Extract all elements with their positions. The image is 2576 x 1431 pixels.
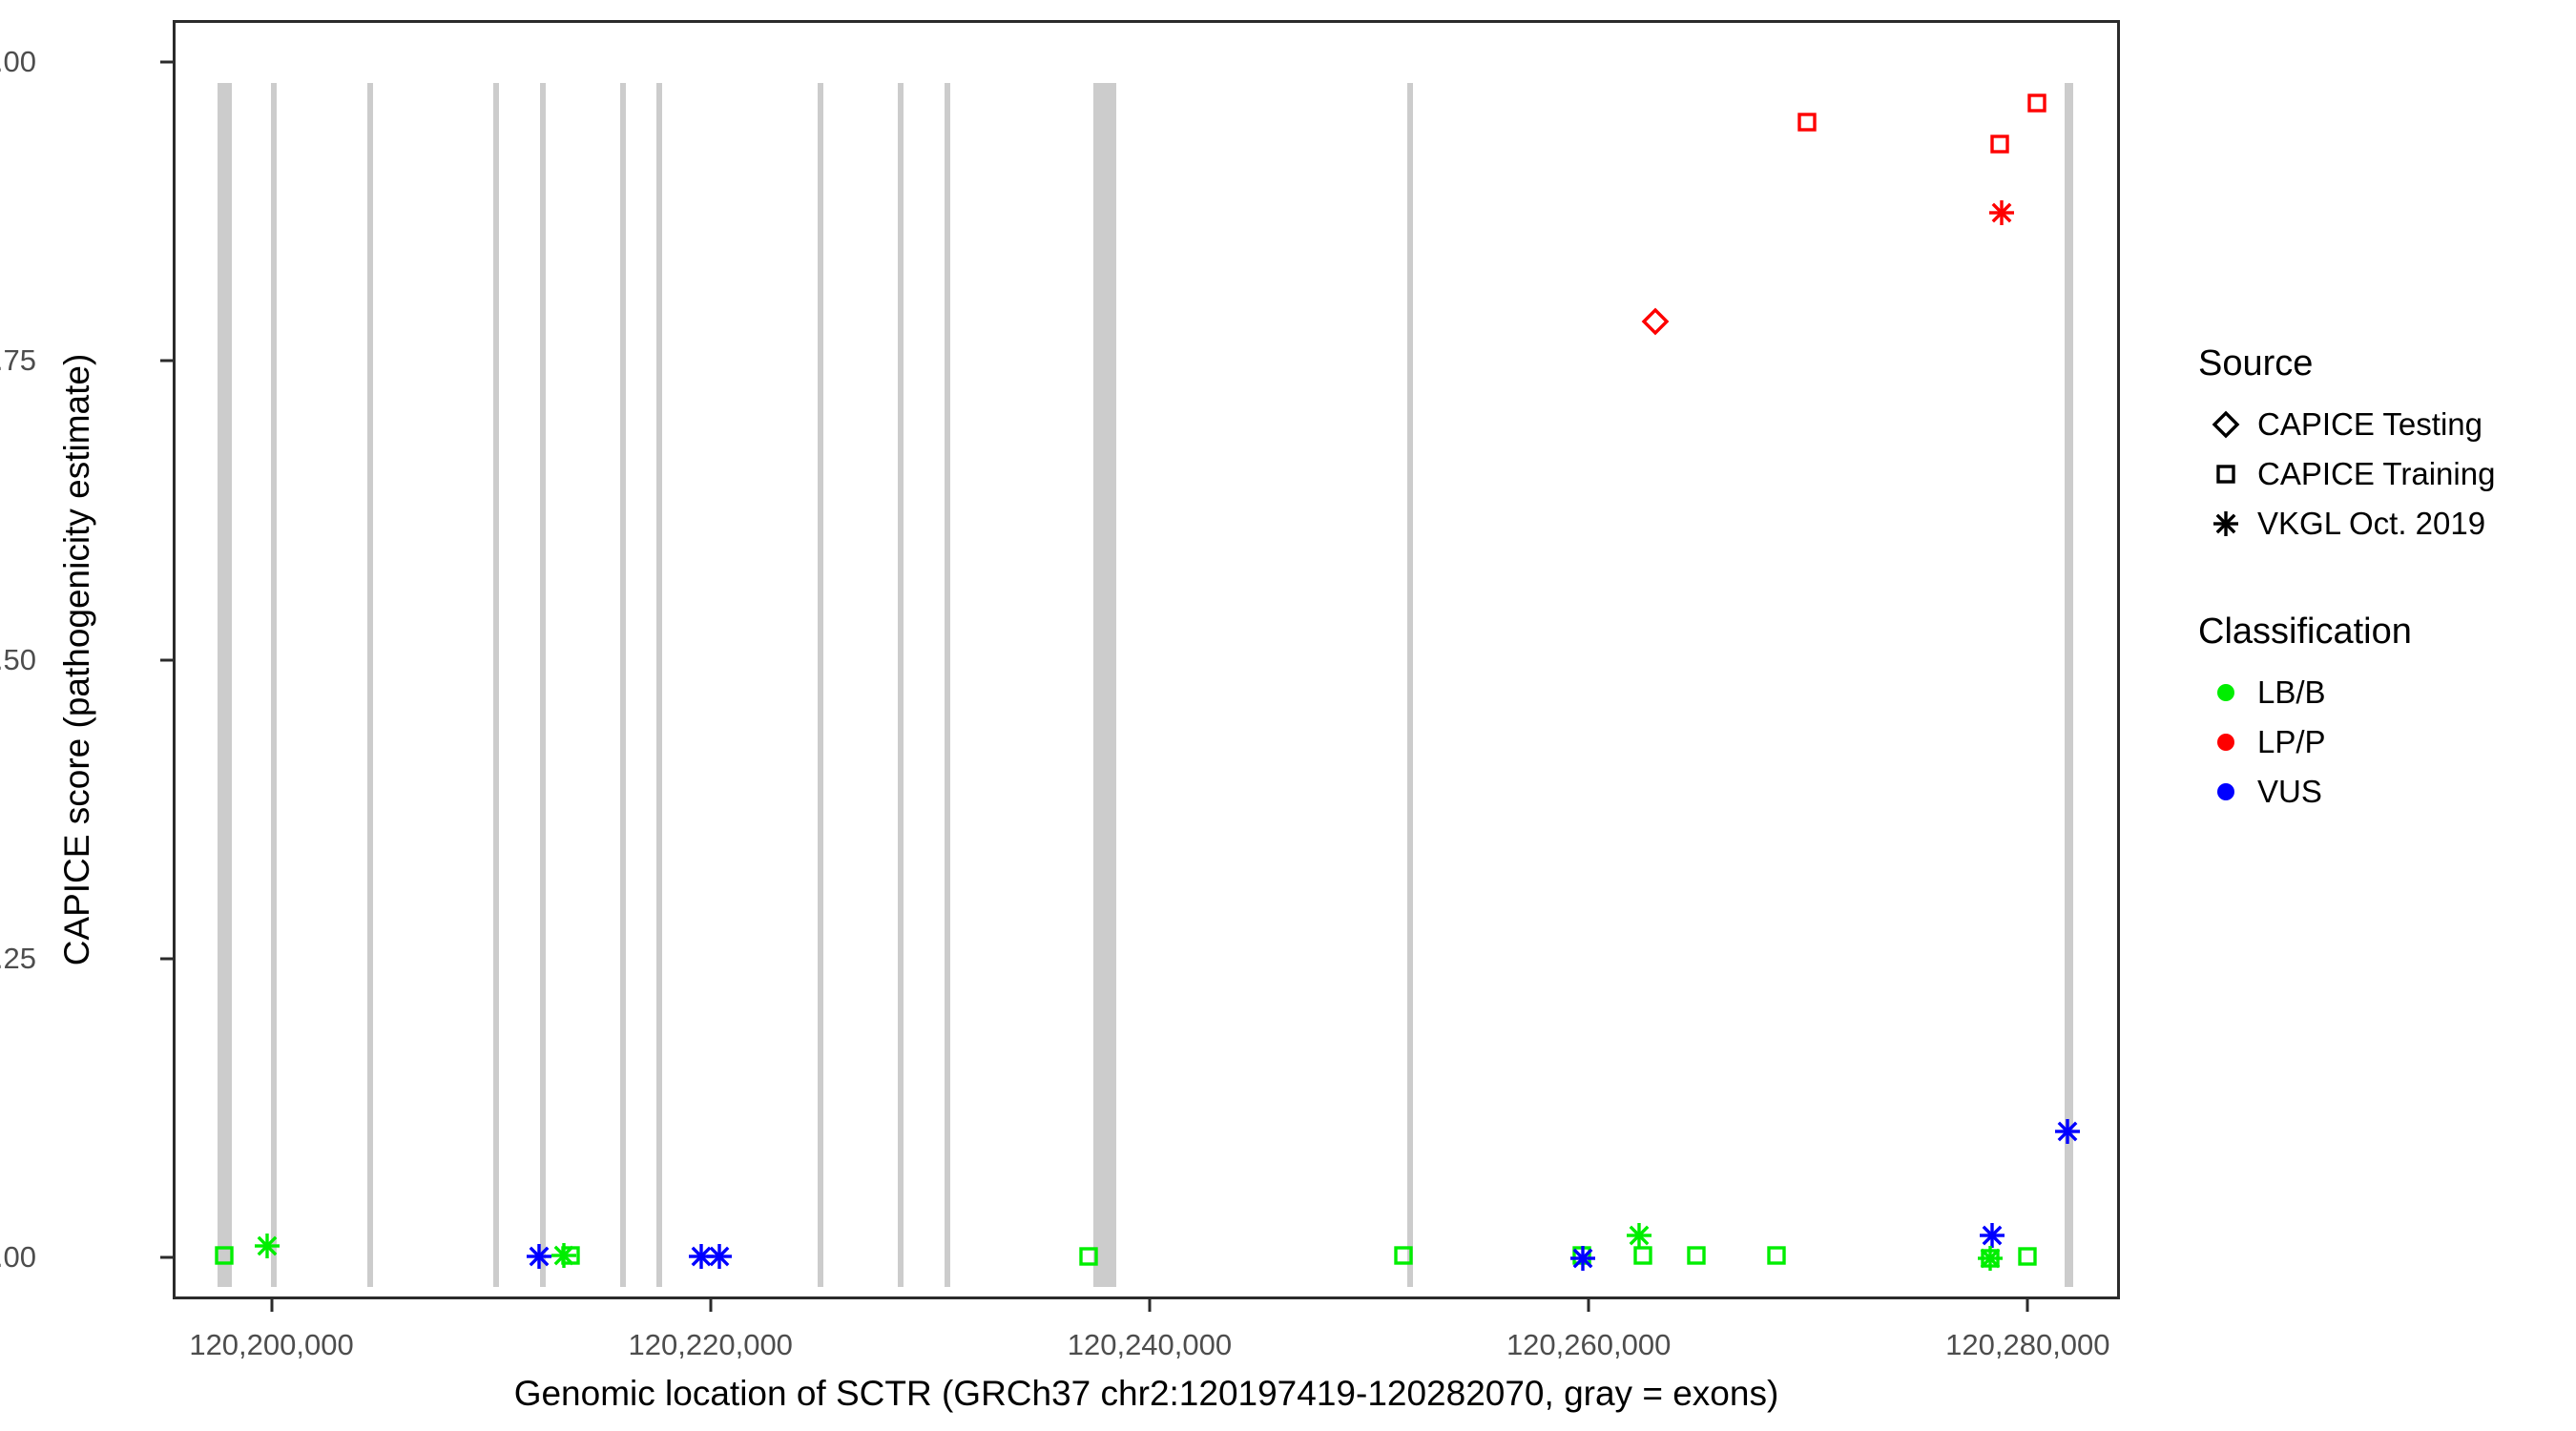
x-axis-title: Genomic location of SCTR (GRCh37 chr2:12…: [513, 1374, 1779, 1413]
y-tick-mark: [160, 359, 173, 363]
x-tick-mark: [1587, 1299, 1590, 1312]
data-point-square: [2023, 89, 2051, 117]
legend-item-vkgl-oct-2019[interactable]: VKGL Oct. 2019: [2194, 499, 2557, 549]
legend-item-label: LP/P: [2257, 724, 2326, 759]
data-point-asterisk: [253, 1232, 281, 1260]
data-point-square: [2013, 1242, 2042, 1271]
x-tick-label: 120,200,000: [189, 1328, 354, 1361]
legend-item-label: VKGL Oct. 2019: [2257, 506, 2486, 541]
plot-panel: [173, 20, 2120, 1299]
legend-item-capice-training[interactable]: CAPICE Training: [2194, 449, 2557, 499]
data-point-square: [1389, 1241, 1418, 1270]
exon-band: [619, 82, 626, 1287]
data-point-asterisk: [1987, 198, 2016, 227]
exon-band: [366, 82, 373, 1287]
y-tick-label: 0.25: [0, 941, 36, 975]
legend-key-icon: [2194, 460, 2257, 488]
legend-item-lp-p[interactable]: LP/P: [2194, 717, 2557, 767]
data-point-square: [556, 1241, 585, 1270]
y-tick-mark: [160, 1255, 173, 1259]
legend-key-icon: [2194, 778, 2257, 806]
exon-band: [817, 82, 823, 1287]
x-tick-label: 120,260,000: [1506, 1328, 1672, 1361]
legend-item-label: VUS: [2257, 774, 2322, 809]
legend-key-icon: [2194, 509, 2257, 538]
y-tick-mark: [160, 658, 173, 661]
x-tick-mark: [1148, 1299, 1152, 1312]
x-tick-mark: [709, 1299, 713, 1312]
data-point-asterisk: [1978, 1221, 2006, 1250]
data-point-square: [1629, 1241, 1657, 1270]
legend: Source CAPICE Testing CAPICE Training VKGL…: [2194, 343, 2557, 817]
legend-item-label: LB/B: [2257, 674, 2326, 710]
data-point-square: [1074, 1242, 1103, 1271]
exon-band: [898, 82, 904, 1287]
x-tick-mark: [2025, 1299, 2029, 1312]
data-point-square: [1793, 108, 1821, 136]
legend-key-icon: [2194, 678, 2257, 707]
exon-band: [540, 82, 547, 1287]
legend-group-source: CAPICE Testing CAPICE Training VKGL Oct. 2…: [2194, 400, 2557, 549]
exon-band: [218, 82, 232, 1287]
x-tick-mark: [270, 1299, 274, 1312]
exon-band: [271, 82, 278, 1287]
x-tick-label: 120,220,000: [628, 1328, 793, 1361]
legend-group-classification: LB/B LP/P VUS: [2194, 668, 2557, 817]
legend-item-vus[interactable]: VUS: [2194, 767, 2557, 817]
exon-band: [944, 82, 950, 1287]
x-tick-label: 120,280,000: [1945, 1328, 2110, 1361]
y-tick-mark: [160, 60, 173, 64]
y-axis-title: CAPICE score (pathogenicity estimate): [57, 353, 96, 966]
exon-band: [2065, 82, 2073, 1287]
legend-title-source: Source: [2198, 343, 2314, 384]
legend-title-classification: Classification: [2198, 612, 2412, 652]
data-point-asterisk: [2053, 1117, 2082, 1146]
y-tick-label: 0.50: [0, 642, 36, 676]
y-tick-label: 0.00: [0, 1240, 36, 1275]
data-point-diamond: [1641, 307, 1670, 336]
data-point-square: [1762, 1241, 1791, 1270]
legend-item-label: CAPICE Testing: [2257, 406, 2483, 442]
legend-key-icon: [2194, 728, 2257, 757]
data-point-square: [1985, 130, 2014, 158]
legend-item-label: CAPICE Training: [2257, 456, 2496, 491]
exon-band: [655, 82, 662, 1287]
legend-item-lb-b[interactable]: LB/B: [2194, 668, 2557, 717]
exon-band: [1406, 82, 1413, 1287]
exon-band: [1092, 82, 1116, 1287]
y-tick-label: 0.75: [0, 343, 36, 378]
y-tick-label: 1.00: [0, 44, 36, 78]
data-point-square: [1682, 1241, 1711, 1270]
y-tick-mark: [160, 957, 173, 961]
data-point-asterisk: [1568, 1244, 1597, 1273]
legend-key-icon: [2194, 410, 2257, 439]
data-point-square: [210, 1241, 239, 1270]
exon-band: [492, 82, 499, 1287]
data-point-square: [1976, 1244, 2005, 1273]
plot-area: [176, 23, 2117, 1296]
legend-item-capice-testing[interactable]: CAPICE Testing: [2194, 400, 2557, 449]
data-point-asterisk: [525, 1242, 553, 1271]
x-tick-label: 120,240,000: [1067, 1328, 1233, 1361]
data-point-asterisk: [1625, 1221, 1653, 1250]
legend-spacer: [2194, 549, 2557, 612]
data-point-asterisk: [705, 1242, 734, 1271]
